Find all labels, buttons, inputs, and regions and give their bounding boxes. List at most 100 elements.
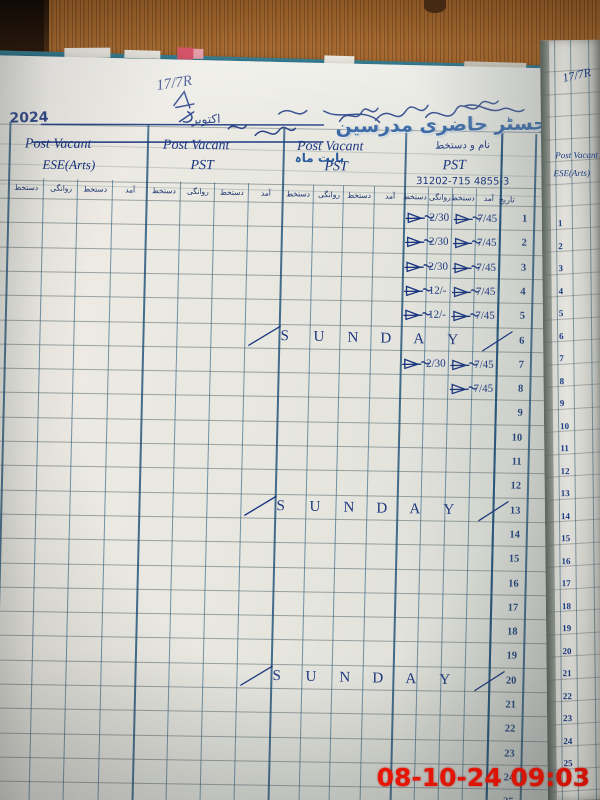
- arrival-signature: [452, 211, 482, 230]
- month-handwritten: اکتوبر: [191, 111, 221, 127]
- day-number: 5: [519, 310, 526, 322]
- signature-mark: [452, 262, 480, 273]
- sunday-letter: A: [405, 670, 418, 687]
- curl-post-vacant: Post Vacant: [555, 149, 599, 161]
- subcolumn-label: روانگی: [428, 192, 451, 202]
- sunday-letter: A: [413, 330, 426, 347]
- sunday-letter: Y: [447, 331, 460, 348]
- curl-day-number: 6: [559, 330, 564, 341]
- signature-mark: [405, 236, 433, 248]
- curl-day-number: 10: [560, 420, 570, 431]
- signature-mark: [404, 261, 432, 272]
- sunday-letter: D: [376, 500, 389, 517]
- curl-day-number: 3: [558, 263, 563, 274]
- col1-designation: ESE(Arts): [42, 156, 96, 173]
- arrival-signature: [452, 236, 482, 255]
- col4-cnic: 31202-715 4855-3: [416, 175, 510, 188]
- departure-signature: [402, 283, 432, 302]
- sunday-letter: Y: [439, 671, 452, 688]
- curl-designation: ESE(Arts): [553, 167, 590, 179]
- day-number: 25: [497, 797, 514, 800]
- curl-day-number: 17: [561, 578, 571, 589]
- signature-mark: [453, 237, 481, 249]
- signature-mark: [403, 285, 432, 297]
- curled-next-page: 17/7R Post Vacant ESE(Arts) 1 2 3 4 5 6 7 8 9 10 1…: [540, 39, 600, 800]
- sunday-letter: U: [309, 498, 322, 515]
- sunday-strike-line: [474, 670, 505, 692]
- sunday-letter: S: [272, 667, 282, 684]
- camera-timestamp: 08-10-24 09:03: [376, 763, 590, 792]
- sunday-letter: D: [380, 329, 393, 347]
- departure-signature: [404, 210, 434, 229]
- day-number: 23: [504, 748, 515, 760]
- col4-designation: PST: [442, 157, 466, 174]
- curl-day-number: 24: [563, 735, 573, 746]
- day-number: 11: [511, 456, 522, 468]
- sunday-letter: S: [276, 497, 286, 514]
- sunday-letter: D: [372, 670, 385, 687]
- col4-post: نام و دستخط: [434, 139, 491, 152]
- arrival-signature: [448, 381, 478, 400]
- curl-day-number: 21: [562, 668, 572, 679]
- departure-signature: [404, 234, 434, 253]
- curl-day-number: 15: [561, 533, 571, 544]
- curl-day-number: 9: [559, 398, 565, 409]
- day-number: 7: [518, 359, 524, 371]
- sunday-letter: U: [305, 668, 318, 685]
- day-number: 3: [520, 262, 527, 274]
- signature-mark: [402, 358, 430, 370]
- subcolumn-label: روانگی: [49, 183, 72, 193]
- curl-day-number: 12: [560, 465, 570, 476]
- sunday-strike-line: [478, 500, 509, 522]
- curl-day-number: 14: [560, 510, 571, 521]
- signature-mark: [451, 310, 479, 322]
- subcolumn-label: روانگی: [317, 190, 340, 200]
- sunday-letter: A: [409, 500, 422, 517]
- desk-knob: [424, 0, 446, 13]
- subcolumn-label: آمد: [124, 185, 135, 195]
- day-number: 22: [504, 723, 516, 735]
- sunday-letter: N: [347, 329, 360, 346]
- day-number: 14: [509, 529, 520, 541]
- curl-day-number: 11: [560, 443, 569, 454]
- subcolumn-label: دستخط: [347, 190, 372, 200]
- register-page: رجسٹر حاضری مدرسین بابت ماہ 17/7R 2024: [0, 55, 577, 800]
- subcolumn-label: دستخط: [450, 193, 475, 203]
- day-number: 2: [521, 237, 527, 250]
- signature-mark: [451, 286, 480, 298]
- subcolumn-label: دستخط: [83, 184, 108, 194]
- sunday-strike-line: [482, 330, 513, 352]
- departure-signature: [402, 307, 432, 326]
- departure-signature: [403, 259, 433, 278]
- curl-day-number: 22: [562, 690, 572, 701]
- curl-day-number: 8: [559, 375, 565, 386]
- sunday-strike-line: [240, 665, 273, 686]
- departure-signature: [401, 356, 431, 375]
- col3-designation: PST: [324, 159, 348, 175]
- subcolumn-label: دستخط: [151, 186, 176, 196]
- signature-mark: [403, 309, 431, 321]
- date-column-header: تاریخ: [498, 195, 515, 205]
- sunday-letter: N: [339, 669, 352, 686]
- subcolumn-label: دستخط: [402, 192, 427, 202]
- curl-day-number: 16: [561, 555, 571, 566]
- day-number: 17: [507, 602, 519, 614]
- desk-seam: [44, 0, 49, 72]
- sunday-letter: N: [343, 499, 356, 516]
- day-number: 10: [511, 432, 523, 444]
- attendance-entries: 7/45 2/30 7/45 2/30 7/45 2/30 7/45 12/- 7/45 12/-…: [0, 55, 577, 395]
- subcolumn-label: آمد: [260, 188, 271, 198]
- page-ref-handwritten: 17/7R: [155, 72, 194, 95]
- signature-mark: [405, 212, 433, 224]
- subcolumn-label: آمد: [384, 191, 395, 201]
- sunday-strike-line: [248, 324, 281, 346]
- curl-day-number: 2: [558, 240, 563, 251]
- subcolumn-label: روانگی: [186, 186, 209, 197]
- curl-day-number: 1: [557, 218, 563, 229]
- arrival-signature: [451, 260, 481, 279]
- curl-day-number: 20: [562, 645, 572, 656]
- subcolumn-label: آمد: [483, 193, 494, 203]
- day-number: 19: [506, 650, 518, 663]
- day-number: 1: [521, 213, 528, 225]
